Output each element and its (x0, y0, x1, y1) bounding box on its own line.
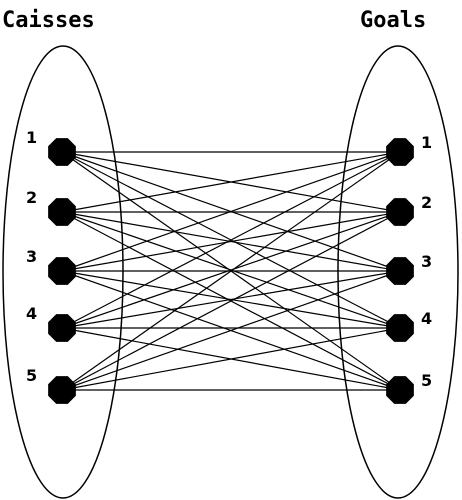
right-set-ellipse (337, 45, 459, 499)
edge-caisse-4-goal-1 (61, 151, 401, 329)
goal-node-2 (386, 198, 414, 226)
goal-node-3 (386, 257, 414, 285)
caisse-node-2 (48, 198, 76, 226)
edge-caisse-5-goal-1 (61, 151, 401, 391)
goal-label-1: 1 (421, 133, 432, 152)
edge-caisse-2-goal-1 (61, 151, 401, 213)
edge-caisse-4-goal-2 (61, 211, 401, 329)
goal-node-4 (386, 314, 414, 342)
goal-node-1 (386, 138, 414, 166)
left-set-ellipse (2, 45, 124, 499)
goal-label-4: 4 (421, 309, 432, 328)
edge-caisse-3-goal-2 (61, 211, 401, 272)
caisse-node-4 (48, 314, 76, 342)
caisse-node-3 (48, 257, 76, 285)
edge-caisse-5-goal-2 (61, 211, 401, 391)
edge-caisse-3-goal-1 (61, 151, 401, 272)
caisse-node-5 (48, 376, 76, 404)
caisse-label-4: 4 (26, 304, 37, 323)
edge-caisse-4-goal-3 (61, 270, 401, 329)
goal-label-2: 2 (421, 193, 432, 212)
right-set-title: Goals (360, 8, 426, 33)
goal-node-5 (386, 376, 414, 404)
left-set-title: Caisses (2, 8, 95, 33)
caisse-label-2: 2 (26, 188, 37, 207)
edges-group (61, 151, 401, 391)
caisse-label-1: 1 (26, 128, 37, 147)
caisse-node-1 (48, 138, 76, 166)
goal-label-5: 5 (421, 371, 432, 390)
caisse-label-3: 3 (26, 247, 37, 266)
right-nodes-group: 1 2 3 4 5 (386, 133, 432, 404)
goal-label-3: 3 (421, 252, 432, 271)
edge-caisse-5-goal-4 (61, 327, 401, 391)
edge-caisse-5-goal-3 (61, 270, 401, 391)
caisse-label-5: 5 (26, 366, 37, 385)
left-nodes-group: 1 2 3 4 5 (26, 128, 76, 404)
